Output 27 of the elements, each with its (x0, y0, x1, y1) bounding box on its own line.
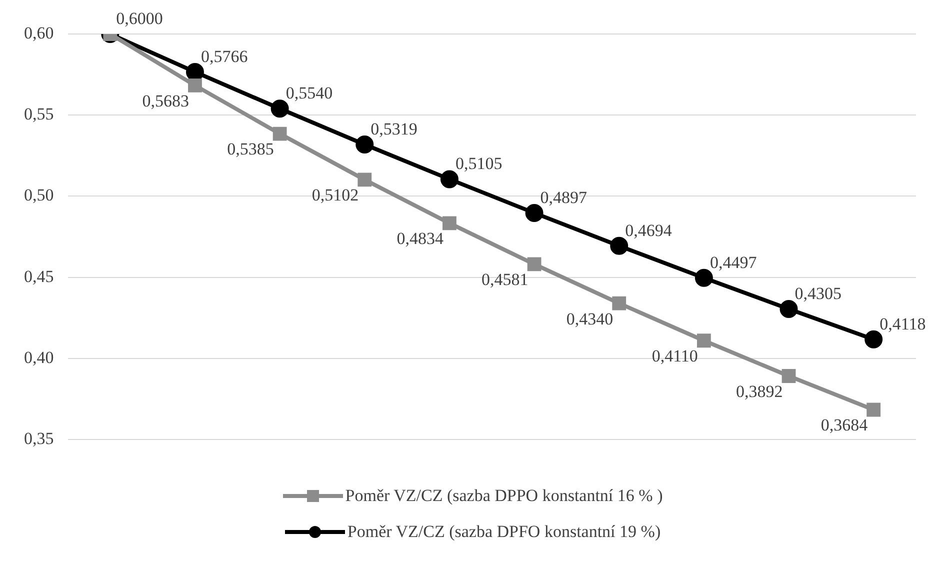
y-tick-label: 0,45 (24, 266, 54, 286)
legend-label: Poměr VZ/CZ (sazba DPPO konstantní 16 % ) (345, 486, 663, 506)
y-tick-label: 0,40 (24, 348, 54, 367)
data-label: 0,4581 (482, 270, 528, 290)
data-label: 0,4340 (566, 309, 614, 328)
data-label: 0,3892 (736, 382, 783, 401)
y-tick-label: 0,35 (24, 429, 54, 448)
y-tick-label: 0,50 (24, 186, 54, 205)
data-label: 0,6000 (116, 8, 163, 28)
data-label: 0,3684 (820, 416, 868, 435)
data-label: 0,4834 (396, 229, 444, 248)
data-label: 0,4497 (710, 252, 758, 272)
data-label: 0,5105 (455, 154, 502, 174)
data-label: 0,5102 (312, 186, 359, 205)
data-label: 0,4118 (880, 314, 926, 334)
data-label: 0,5540 (286, 84, 333, 103)
data-label: 0,4110 (652, 346, 698, 366)
data-label: 0,5683 (142, 91, 189, 110)
data-label: 0,5319 (370, 119, 418, 138)
data-label: 0,5385 (227, 140, 274, 159)
y-tick-label: 0,60 (24, 23, 54, 42)
data-label: 0,4305 (794, 284, 842, 303)
data-label: 0,4897 (540, 188, 588, 207)
data-label: 0,5766 (200, 46, 248, 66)
legend-label: Poměr VZ/CZ (sazba DPFO konstantní 19 %) (347, 522, 661, 542)
data-label: 0,4694 (625, 220, 672, 240)
y-tick-label: 0,55 (24, 104, 54, 124)
